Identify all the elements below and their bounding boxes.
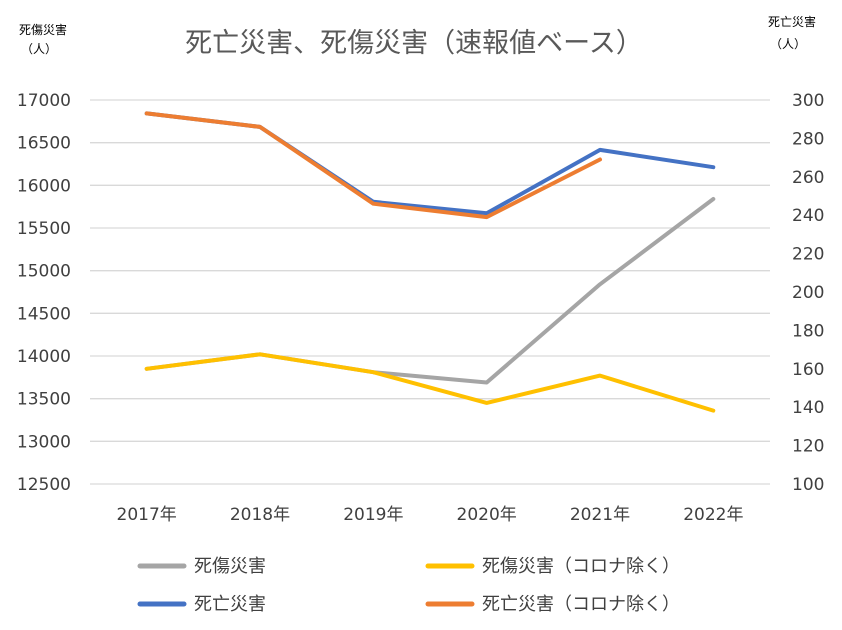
left-tick-label: 15000: [17, 262, 71, 282]
left-axis-ticks: 12500 13000 13500 14000 14500 15000 15500 16000…: [17, 91, 71, 495]
right-tick-label: 120: [792, 437, 824, 457]
x-axis-ticks: 2017年 2018年 2019年 2020年 2021年 2022年: [117, 505, 744, 525]
legend-label: 死亡災害（コロナ除く）: [482, 594, 680, 615]
left-tick-label: 14000: [17, 347, 71, 367]
left-tick-label: 12500: [17, 475, 71, 495]
x-tick-label: 2021年: [570, 505, 630, 525]
left-tick-label: 14500: [17, 304, 71, 324]
left-tick-label: 13500: [17, 390, 71, 410]
left-tick-label: 16000: [17, 176, 71, 196]
legend-label: 死傷災害（コロナ除く）: [482, 556, 680, 577]
gridlines: [90, 99, 770, 485]
right-tick-label: 200: [792, 283, 824, 303]
series-lines: [144, 111, 716, 413]
right-axis-ticks: 100 120 140 160 180 200 220 240 260 280 300: [792, 91, 824, 495]
right-tick-label: 240: [792, 206, 824, 226]
right-tick-label: 100: [792, 475, 824, 495]
x-tick-label: 2020年: [457, 505, 517, 525]
left-tick-label: 15500: [17, 219, 71, 239]
x-tick-label: 2017年: [117, 505, 177, 525]
right-tick-label: 160: [792, 360, 824, 380]
x-tick-label: 2019年: [343, 505, 403, 525]
right-tick-label: 140: [792, 398, 824, 418]
x-tick-label: 2018年: [230, 505, 290, 525]
right-axis-unit-paren: （人）: [770, 37, 806, 51]
right-tick-label: 280: [792, 129, 824, 149]
left-tick-label: 17000: [17, 91, 71, 111]
right-tick-label: 260: [792, 168, 824, 188]
chart-title: 死亡災害、死傷災害（速報値ベース）: [185, 28, 643, 59]
series-line-3: [144, 111, 602, 220]
left-axis-unit-label: 死傷災害: [19, 22, 67, 37]
left-axis-unit-paren: （人）: [21, 42, 57, 56]
right-axis-unit-label: 死亡災害: [768, 14, 816, 29]
left-tick-label: 16500: [17, 134, 71, 154]
series-line-1: [144, 352, 716, 413]
legend-label: 死亡災害: [194, 594, 266, 615]
right-tick-label: 220: [792, 245, 824, 265]
right-tick-label: 300: [792, 91, 824, 111]
right-tick-label: 180: [792, 321, 824, 341]
legend-label: 死傷災害: [194, 556, 266, 577]
legend: 死傷災害 死傷災害（コロナ除く） 死亡災害 死亡災害（コロナ除く）: [137, 556, 680, 615]
x-tick-label: 2022年: [683, 505, 743, 525]
left-tick-label: 13000: [17, 432, 71, 452]
